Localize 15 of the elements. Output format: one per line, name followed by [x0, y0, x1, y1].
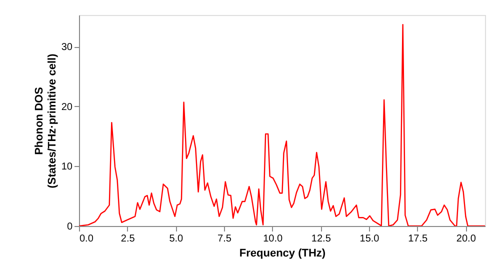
x-axis-title: Frequency (THz) — [239, 248, 326, 260]
y-axis-title: Phonon DOS (States/THz·primitive cell) — [33, 53, 58, 188]
y-tick-label: 0 — [66, 222, 73, 232]
x-tick-label: 17.5 — [408, 234, 428, 244]
x-tick-label: 7.5 — [218, 234, 232, 244]
x-tick-label: 2.5 — [120, 234, 136, 244]
y-tick-label: 20 — [61, 102, 73, 113]
x-tick-label: 10.0 — [263, 234, 283, 244]
y-tick-label: 10 — [61, 162, 73, 173]
x-tick-label: 5.0 — [169, 234, 184, 244]
y-tick-label: 30 — [61, 42, 73, 54]
x-tick-label: 15.0 — [360, 234, 380, 244]
x-tick-label: 12.5 — [311, 234, 332, 244]
x-tick-label: 20.0 — [456, 234, 476, 244]
x-tick-label: 0.0 — [80, 234, 94, 244]
